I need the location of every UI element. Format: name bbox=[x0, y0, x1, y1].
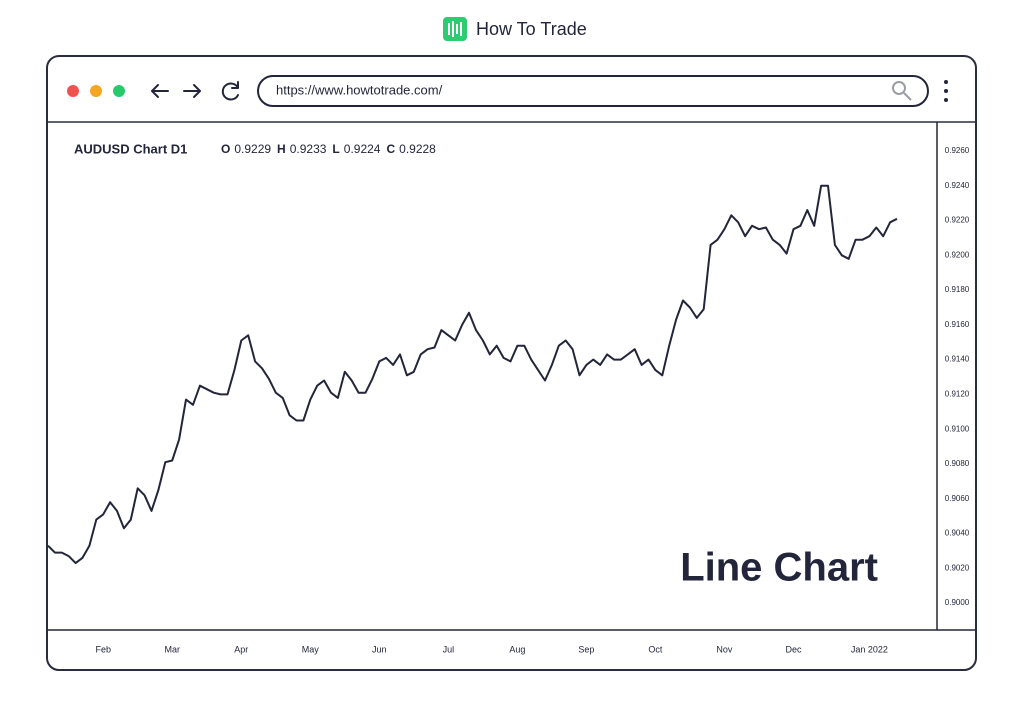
ohlc-value: 0.9233 bbox=[290, 142, 327, 156]
y-tick-label: 0.9040 bbox=[945, 529, 970, 538]
x-tick-label: Jun bbox=[372, 644, 387, 654]
chart-annotation: Line Chart bbox=[680, 546, 878, 590]
logo-icon bbox=[443, 17, 467, 41]
x-tick-label: Aug bbox=[509, 644, 525, 654]
reload-button[interactable] bbox=[221, 81, 239, 101]
x-tick-label: Apr bbox=[234, 644, 248, 654]
window-maximize[interactable] bbox=[113, 85, 125, 97]
brand-name: How To Trade bbox=[476, 19, 587, 39]
x-tick-label: Oct bbox=[648, 644, 663, 654]
x-tick-label: Feb bbox=[95, 644, 111, 654]
ohlc-label: O bbox=[221, 142, 230, 156]
menu-button[interactable] bbox=[944, 80, 948, 102]
url-text: https://www.howtotrade.com/ bbox=[276, 82, 443, 97]
price-line bbox=[47, 184, 898, 565]
logo-bars bbox=[448, 21, 462, 37]
x-tick-label: Nov bbox=[716, 644, 733, 654]
back-button[interactable] bbox=[151, 84, 169, 98]
search-icon[interactable] bbox=[892, 81, 912, 101]
ohlc-label: C bbox=[386, 142, 395, 156]
y-tick-label: 0.9240 bbox=[945, 181, 970, 190]
x-tick-label: Sep bbox=[578, 644, 594, 654]
ohlc-readout: O 0.9229 H 0.9233 L 0.9224 C 0.9228 bbox=[221, 142, 436, 156]
y-tick-label: 0.9000 bbox=[945, 598, 970, 607]
x-tick-label: Dec bbox=[785, 644, 802, 654]
y-tick-label: 0.9260 bbox=[945, 146, 970, 155]
y-tick-label: 0.9120 bbox=[945, 390, 970, 399]
y-tick-label: 0.9220 bbox=[945, 216, 970, 225]
forward-button[interactable] bbox=[183, 84, 201, 98]
x-tick-label: Mar bbox=[164, 644, 180, 654]
y-tick-label: 0.9080 bbox=[945, 459, 970, 468]
y-tick-label: 0.9180 bbox=[945, 285, 970, 294]
x-tick-label: Jan 2022 bbox=[851, 644, 888, 654]
y-tick-label: 0.9140 bbox=[945, 355, 970, 364]
window-minimize[interactable] bbox=[90, 85, 102, 97]
y-tick-label: 0.9100 bbox=[945, 424, 970, 433]
ohlc-value: 0.9224 bbox=[344, 142, 381, 156]
y-tick-label: 0.9060 bbox=[945, 494, 970, 503]
chart-title: AUDUSD Chart D1 bbox=[74, 141, 187, 156]
y-tick-label: 0.9020 bbox=[945, 563, 970, 572]
browser-frame bbox=[46, 55, 977, 671]
ohlc-value: 0.9229 bbox=[234, 142, 271, 156]
url-bar[interactable] bbox=[257, 75, 929, 107]
y-tick-label: 0.9160 bbox=[945, 320, 970, 329]
ohlc-label: H bbox=[277, 142, 286, 156]
x-tick-label: Jul bbox=[443, 644, 455, 654]
y-tick-label: 0.9200 bbox=[945, 250, 970, 259]
ohlc-value: 0.9228 bbox=[399, 142, 436, 156]
window-close[interactable] bbox=[67, 85, 79, 97]
ohlc-label: L bbox=[332, 142, 339, 156]
x-tick-label: May bbox=[302, 644, 320, 654]
